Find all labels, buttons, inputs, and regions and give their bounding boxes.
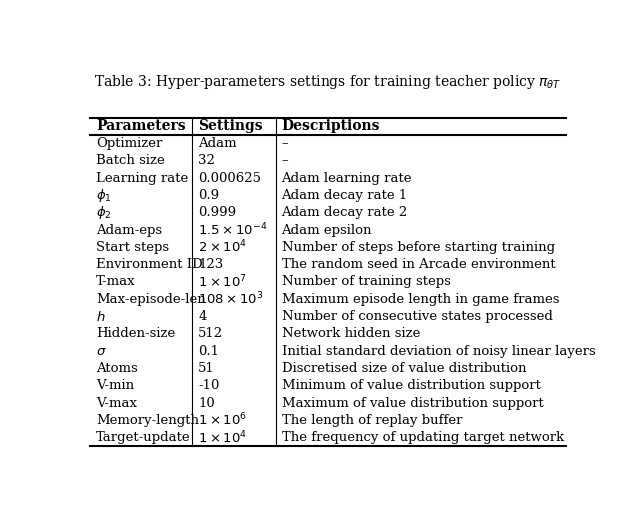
Text: $h$: $h$ [96,309,106,324]
Text: 32: 32 [198,154,215,168]
Text: Start steps: Start steps [96,241,169,254]
Text: $\phi_2$: $\phi_2$ [96,204,111,221]
Text: $1 \times 10^{7}$: $1 \times 10^{7}$ [198,274,247,290]
Text: $108 \times 10^{3}$: $108 \times 10^{3}$ [198,291,264,307]
Text: Parameters: Parameters [96,119,186,133]
Text: Initial standard deviation of noisy linear layers: Initial standard deviation of noisy line… [282,344,595,358]
Text: Adam-eps: Adam-eps [96,224,162,237]
Text: Adam decay rate 2: Adam decay rate 2 [282,206,408,219]
Text: Adam learning rate: Adam learning rate [282,172,412,185]
Text: Table 3: Hyper-parameters settings for training teacher policy $\pi_{\theta T}$: Table 3: Hyper-parameters settings for t… [94,74,562,91]
Text: Batch size: Batch size [96,154,164,168]
Text: 4: 4 [198,310,207,323]
Text: 51: 51 [198,362,215,375]
Text: $1 \times 10^{4}$: $1 \times 10^{4}$ [198,429,247,446]
Text: Adam epsilon: Adam epsilon [282,224,372,237]
Text: Network hidden size: Network hidden size [282,327,420,340]
Text: Environment ID: Environment ID [96,258,203,271]
Text: Memory-length: Memory-length [96,414,199,427]
Text: The length of replay buffer: The length of replay buffer [282,414,462,427]
Text: 512: 512 [198,327,223,340]
Text: Target-update: Target-update [96,431,191,444]
Text: The frequency of updating target network: The frequency of updating target network [282,431,564,444]
Text: V-min: V-min [96,379,134,392]
Text: Adam: Adam [198,137,237,150]
Text: 10: 10 [198,397,215,409]
Text: Number of steps before starting training: Number of steps before starting training [282,241,555,254]
Text: 0.1: 0.1 [198,344,220,358]
Text: $1.5 \times 10^{-4}$: $1.5 \times 10^{-4}$ [198,222,268,238]
Text: Descriptions: Descriptions [282,119,380,133]
Text: Number of consecutive states processed: Number of consecutive states processed [282,310,552,323]
Text: 0.9: 0.9 [198,189,220,202]
Text: Minimum of value distribution support: Minimum of value distribution support [282,379,540,392]
Text: T-max: T-max [96,275,136,289]
Text: $1 \times 10^{6}$: $1 \times 10^{6}$ [198,412,247,429]
Text: V-max: V-max [96,397,137,409]
Text: Maximum of value distribution support: Maximum of value distribution support [282,397,543,409]
Text: Adam decay rate 1: Adam decay rate 1 [282,189,408,202]
Text: Learning rate: Learning rate [96,172,188,185]
Text: –: – [282,137,288,150]
Text: Discretised size of value distribution: Discretised size of value distribution [282,362,526,375]
Text: 0.000625: 0.000625 [198,172,261,185]
Text: Settings: Settings [198,119,263,133]
Text: $\phi_1$: $\phi_1$ [96,187,111,204]
Text: Maximum episode length in game frames: Maximum episode length in game frames [282,293,559,306]
Text: The random seed in Arcade environment: The random seed in Arcade environment [282,258,555,271]
Text: 0.999: 0.999 [198,206,236,219]
Text: Atoms: Atoms [96,362,138,375]
Text: Max-episode-len: Max-episode-len [96,293,205,306]
Text: Number of training steps: Number of training steps [282,275,451,289]
Text: –: – [282,154,288,168]
Text: -10: -10 [198,379,220,392]
Text: $\sigma$: $\sigma$ [96,344,107,358]
Text: Optimizer: Optimizer [96,137,163,150]
Text: Hidden-size: Hidden-size [96,327,175,340]
Text: $2 \times 10^{4}$: $2 \times 10^{4}$ [198,239,247,256]
Text: 123: 123 [198,258,223,271]
